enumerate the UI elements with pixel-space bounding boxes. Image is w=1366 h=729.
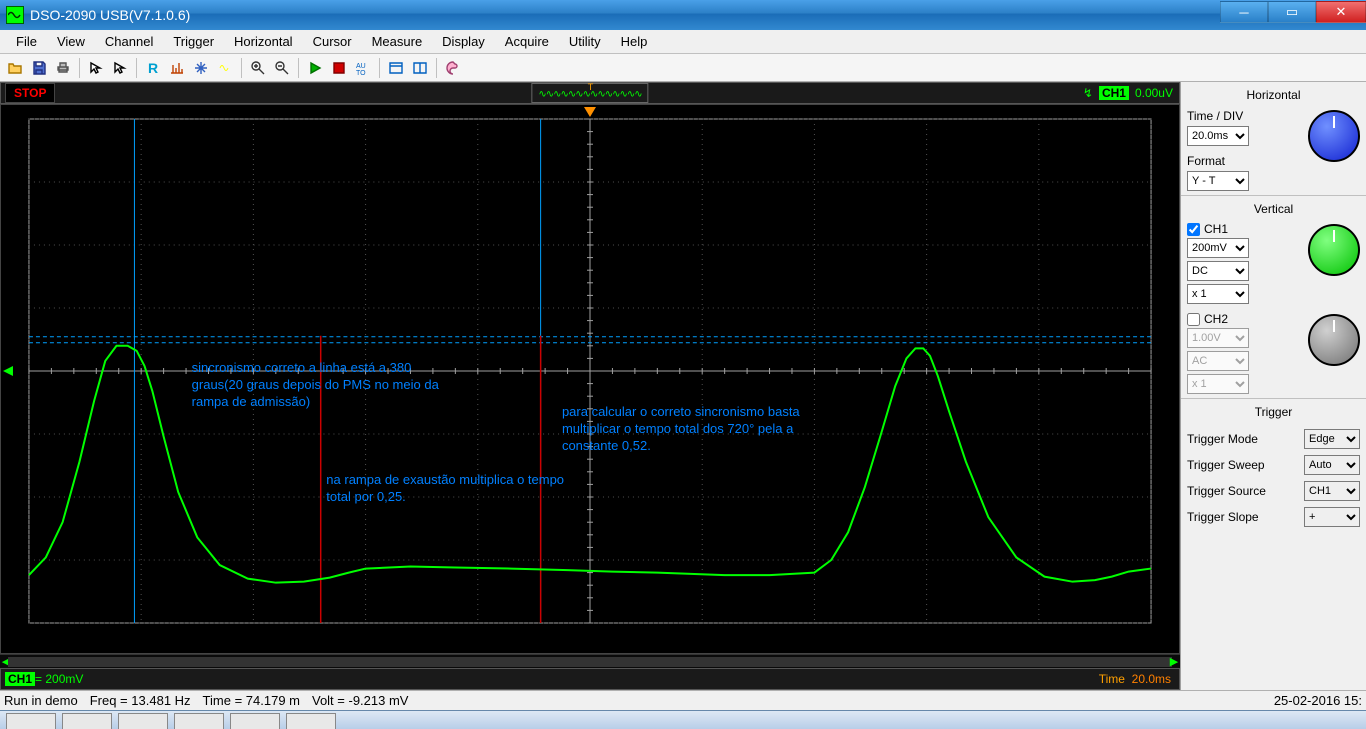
ch1-volt-select[interactable]: 200mV <box>1187 238 1249 258</box>
timebase-label: Time 20.0ms <box>1099 672 1171 686</box>
annotation-text: para calcular o correto sincronismo bast… <box>562 404 822 455</box>
snow-icon[interactable] <box>190 57 212 79</box>
menu-display[interactable]: Display <box>432 31 495 52</box>
window-title: DSO-2090 USB(V7.1.0.6) <box>30 7 1220 23</box>
trigger-slope-select[interactable]: + <box>1304 507 1360 527</box>
taskbar-item[interactable] <box>174 713 224 729</box>
taskbar-item[interactable] <box>118 713 168 729</box>
format-select[interactable]: Y - T <box>1187 171 1249 191</box>
trigger-sweep-select[interactable]: Auto <box>1304 455 1360 475</box>
run-status-badge: STOP <box>5 83 55 103</box>
volt-readout: Volt = -9.213 mV <box>312 693 409 708</box>
palette-icon[interactable] <box>442 57 464 79</box>
ch1-coupling-select[interactable]: DC <box>1187 261 1249 281</box>
horizontal-position-knob[interactable] <box>1308 110 1360 162</box>
scroll-right-icon[interactable]: ▶ <box>1168 656 1180 668</box>
horizontal-panel-title: Horizontal <box>1187 86 1360 106</box>
scope-canvas[interactable]: sincronismo correto a linha está a 380 g… <box>0 104 1180 654</box>
scope-top-info: STOP T∿∿∿∿∿∿∿∿∿∿∿∿∿∿ ↯ CH1 0.00uV <box>0 82 1180 104</box>
ch2-volt-select[interactable]: 1.00V <box>1187 328 1249 348</box>
time-div-select[interactable]: 20.0ms <box>1187 126 1249 146</box>
window1-icon[interactable] <box>385 57 407 79</box>
trigger-panel-title: Trigger <box>1187 403 1360 423</box>
taskbar-item[interactable] <box>286 713 336 729</box>
ch1-label: CH1 <box>1204 222 1228 236</box>
taskbar-item[interactable] <box>62 713 112 729</box>
ch2-label: CH2 <box>1204 312 1228 326</box>
menu-measure[interactable]: Measure <box>362 31 433 52</box>
freq-readout: Freq = 13.481 Hz <box>90 693 191 708</box>
cursor-alt-icon[interactable] <box>109 57 131 79</box>
annotation-text: sincronismo correto a linha está a 380 g… <box>192 360 452 411</box>
menu-trigger[interactable]: Trigger <box>163 31 224 52</box>
trigger-mode-label: Trigger Mode <box>1187 432 1258 446</box>
svg-text:R: R <box>148 60 158 76</box>
ch1-readout: ↯ CH1 0.00uV <box>1083 86 1173 100</box>
time-readout: Time = 74.179 m <box>203 693 300 708</box>
menubar: FileViewChannelTriggerHorizontalCursorMe… <box>0 30 1366 54</box>
run-icon[interactable] <box>304 57 326 79</box>
trigger-mode-select[interactable]: Edge <box>1304 429 1360 449</box>
trigger-source-select[interactable]: CH1 <box>1304 481 1360 501</box>
menu-view[interactable]: View <box>47 31 95 52</box>
open-icon[interactable] <box>4 57 26 79</box>
menu-utility[interactable]: Utility <box>559 31 611 52</box>
svg-text:TO: TO <box>356 70 366 76</box>
cursor-arrow-icon[interactable] <box>85 57 107 79</box>
ch1-badge: CH1 <box>1099 86 1129 100</box>
horizontal-scrollbar[interactable]: ◀ ▶ <box>0 654 1180 668</box>
zoom-in-icon[interactable] <box>247 57 269 79</box>
vertical-panel-title: Vertical <box>1187 200 1360 220</box>
svg-text:AU: AU <box>356 63 366 70</box>
trigger-source-label: Trigger Source <box>1187 484 1266 498</box>
r-icon[interactable]: R <box>142 57 164 79</box>
annotation-text: na rampa de exaustão multiplica o tempo … <box>326 472 586 506</box>
ch1-position-knob[interactable] <box>1308 224 1360 276</box>
statusbar: Run in demo Freq = 13.481 Hz Time = 74.1… <box>0 690 1366 710</box>
ch2-position-knob[interactable] <box>1308 314 1360 366</box>
save-icon[interactable] <box>28 57 50 79</box>
format-label: Format <box>1187 154 1225 168</box>
status-date: 25-02-2016 15: <box>1274 693 1362 708</box>
ch2-probe-select[interactable]: x 1 <box>1187 374 1249 394</box>
taskbar <box>0 710 1366 729</box>
maximize-button[interactable]: ▭ <box>1268 1 1316 23</box>
ch2-coupling-select[interactable]: AC <box>1187 351 1249 371</box>
toolbar: R AUTO <box>0 54 1366 82</box>
time-div-label: Time / DIV <box>1187 109 1243 123</box>
trigger-slope-label: Trigger Slope <box>1187 510 1259 524</box>
stop-icon[interactable] <box>328 57 350 79</box>
trigger-sweep-label: Trigger Sweep <box>1187 458 1265 472</box>
window2-icon[interactable] <box>409 57 431 79</box>
menu-file[interactable]: File <box>6 31 47 52</box>
control-panel: Horizontal Time / DIV 20.0ms Format Y - … <box>1180 82 1366 690</box>
menu-channel[interactable]: Channel <box>95 31 163 52</box>
auto-icon[interactable]: AUTO <box>352 57 374 79</box>
taskbar-item[interactable] <box>6 713 56 729</box>
scope-bottom-info: CH1= 200mV Time 20.0ms <box>0 668 1180 690</box>
menu-cursor[interactable]: Cursor <box>303 31 362 52</box>
run-mode-text: Run in demo <box>4 693 78 708</box>
ch1-readout-value: 0.00uV <box>1135 86 1173 100</box>
menu-horizontal[interactable]: Horizontal <box>224 31 303 52</box>
ch1-enable-checkbox[interactable] <box>1187 223 1200 236</box>
ch1-probe-select[interactable]: x 1 <box>1187 284 1249 304</box>
close-button[interactable]: ✕ <box>1316 1 1366 23</box>
ch1-scale-label: CH1= 200mV <box>5 672 83 686</box>
print-icon[interactable] <box>52 57 74 79</box>
menu-acquire[interactable]: Acquire <box>495 31 559 52</box>
oscilloscope-area: STOP T∿∿∿∿∿∿∿∿∿∿∿∿∿∿ ↯ CH1 0.00uV sincro… <box>0 82 1180 690</box>
taskbar-item[interactable] <box>230 713 280 729</box>
trigger-overview: T∿∿∿∿∿∿∿∿∿∿∿∿∿∿ <box>531 83 648 103</box>
fft-icon[interactable] <box>166 57 188 79</box>
wave-icon[interactable] <box>214 57 236 79</box>
zoom-out-icon[interactable] <box>271 57 293 79</box>
titlebar: DSO-2090 USB(V7.1.0.6) ─ ▭ ✕ <box>0 0 1366 30</box>
app-icon <box>6 6 24 24</box>
menu-help[interactable]: Help <box>611 31 658 52</box>
ch2-enable-checkbox[interactable] <box>1187 313 1200 326</box>
trigger-level-icon: ↯ <box>1083 86 1093 100</box>
minimize-button[interactable]: ─ <box>1220 1 1268 23</box>
